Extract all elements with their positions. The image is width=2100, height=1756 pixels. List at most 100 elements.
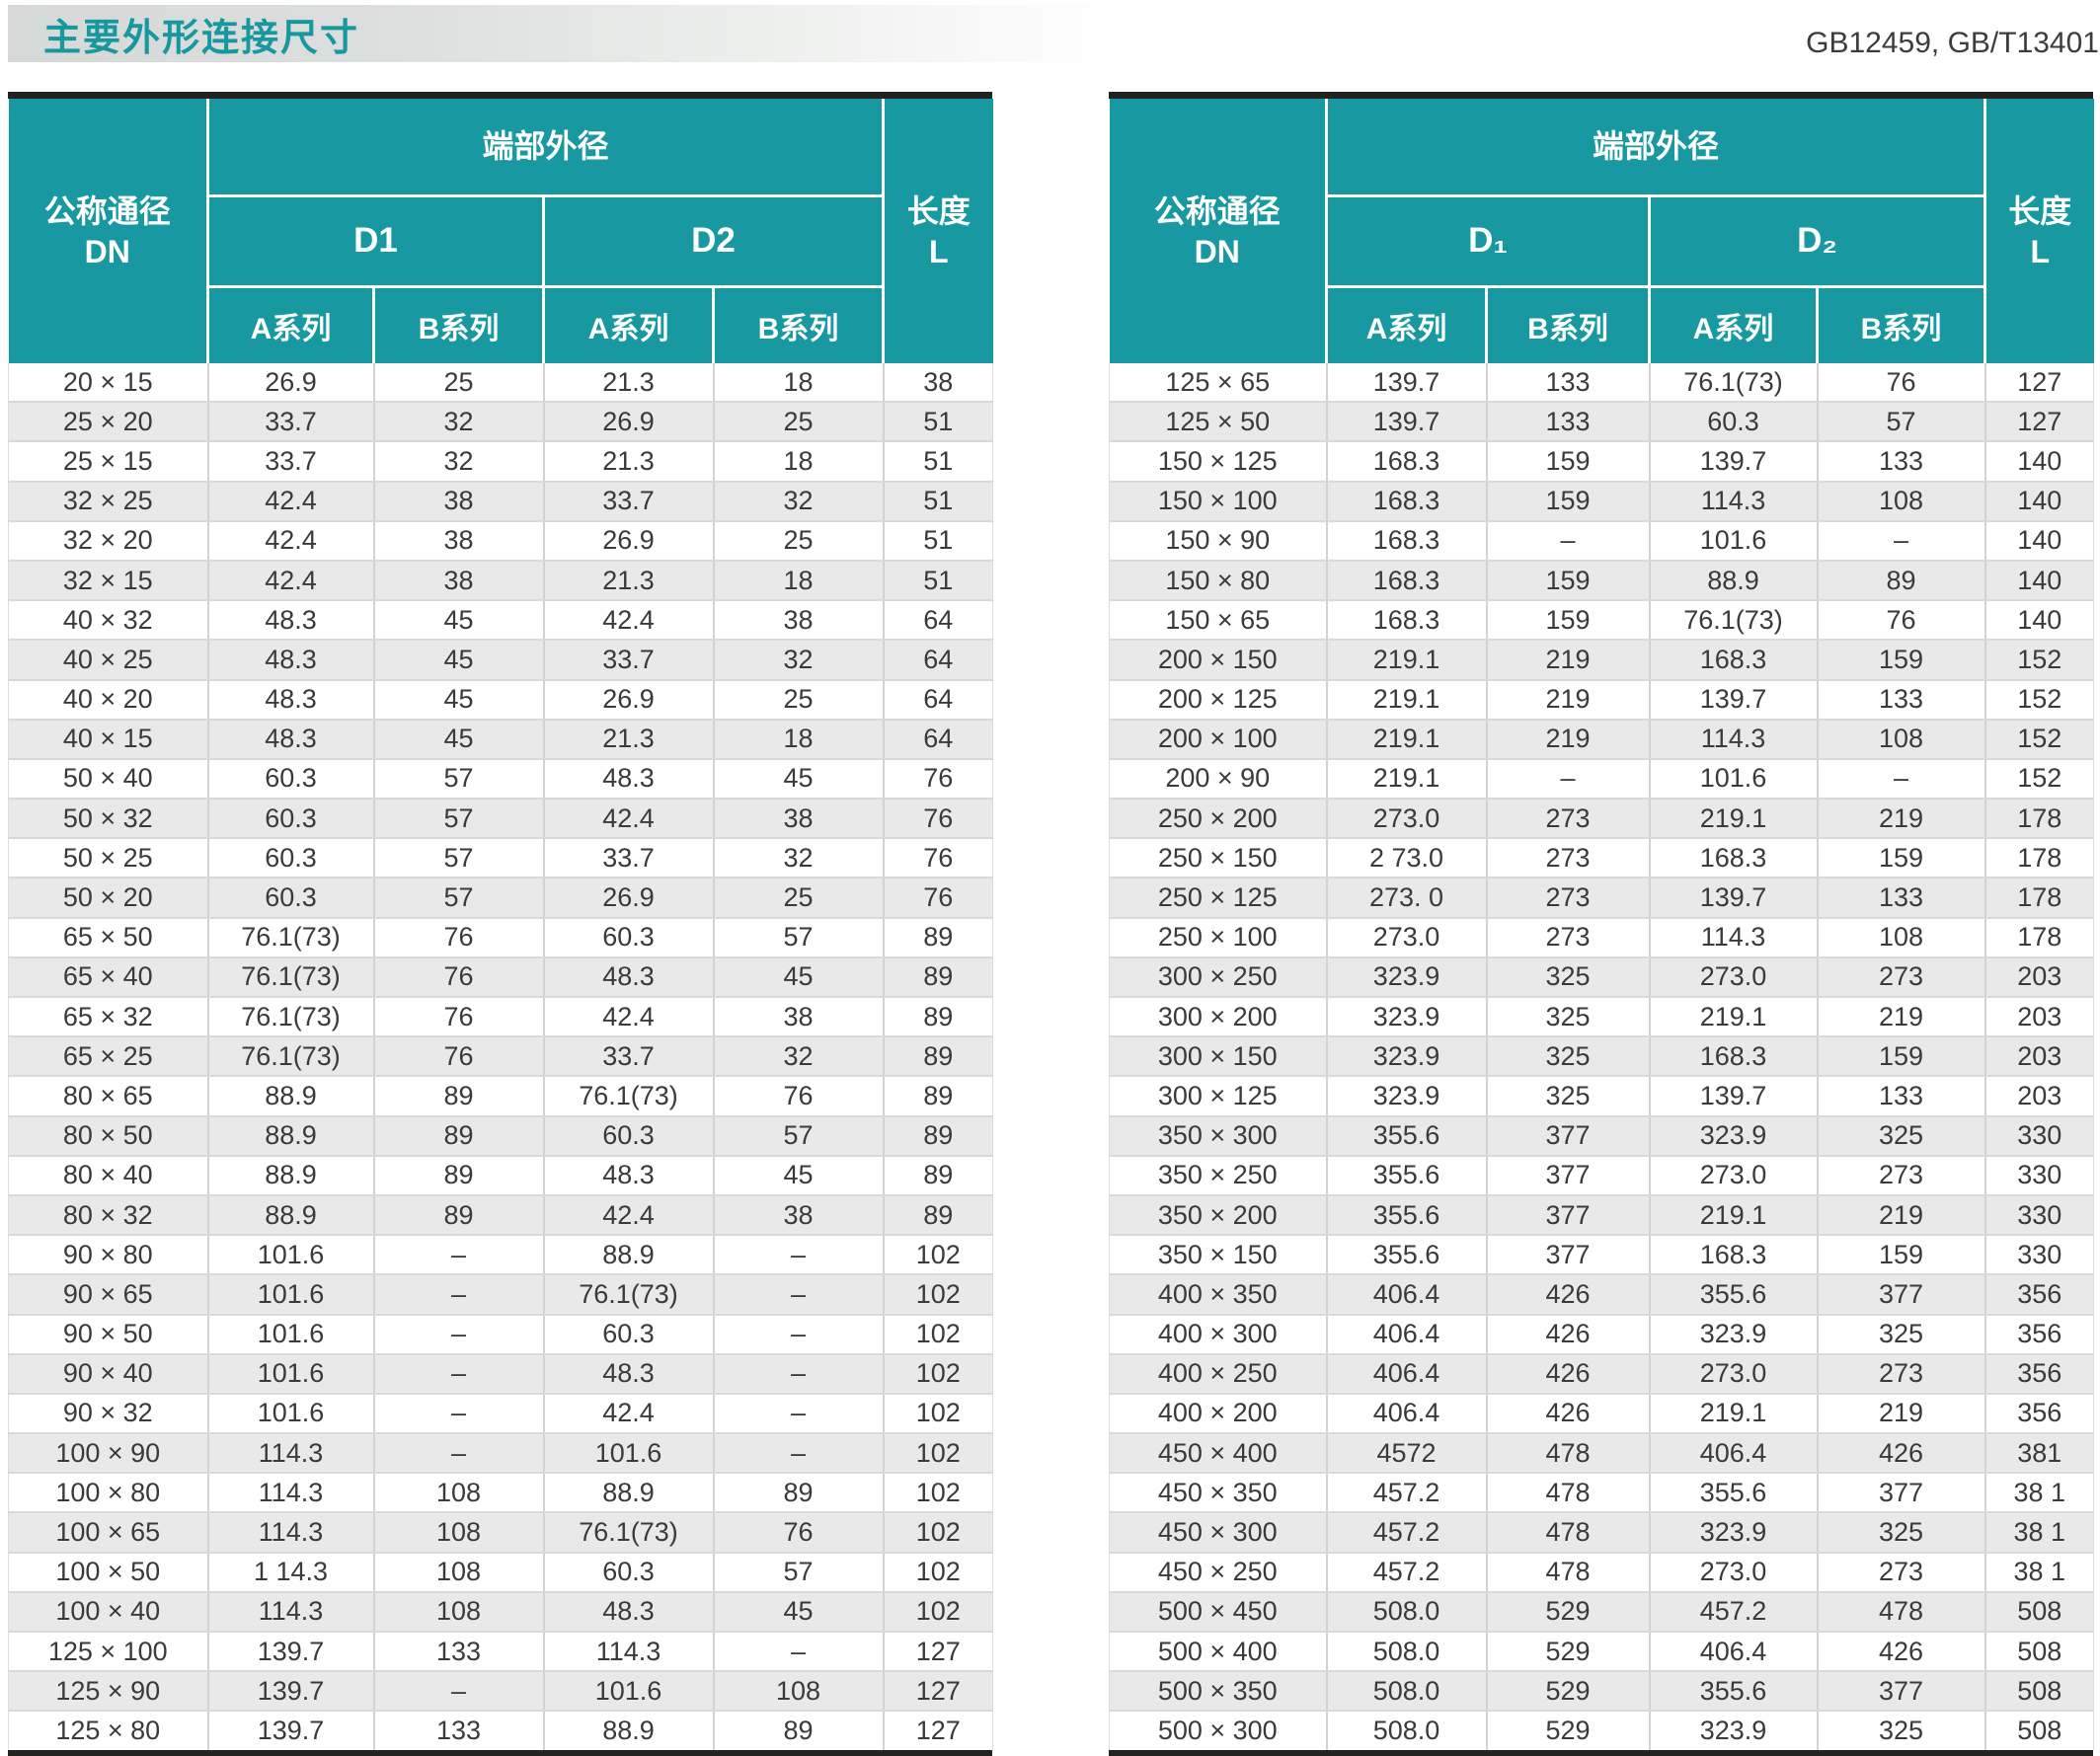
cell-dn: 250 × 125 (1109, 878, 1328, 919)
table-row: 450 × 400 4572 478 406.4 426 381 (1109, 1433, 2095, 1475)
cell-d1-series-b: 159 (1486, 441, 1651, 483)
cell-length: 76 (883, 799, 994, 840)
cell-d1-series-a: 273. 0 (1326, 878, 1488, 919)
cell-d2-series-a: 168.3 (1649, 1036, 1819, 1078)
cell-length: 51 (883, 481, 994, 522)
cell-dn: 400 × 350 (1109, 1274, 1328, 1316)
cell-d1-series-a: 48.3 (207, 719, 375, 760)
table-row: 40 × 20 48.3 45 26.9 25 64 (8, 679, 994, 721)
cell-d1-series-b: 273 (1486, 917, 1651, 958)
cell-d1-series-a: 508.0 (1326, 1671, 1488, 1713)
cell-d1-series-b: 108 (373, 1473, 545, 1514)
cell-d1-series-a: 168.3 (1326, 441, 1488, 483)
cell-d1-series-b: 108 (373, 1552, 545, 1593)
table-row: 90 × 40 101.6–48.3–102 (8, 1353, 994, 1395)
dimensions-table: 公称通径 DN 端部外径 长度 L D₁ D₂ A系列 B系列 A系列 B系列 (1109, 99, 2095, 1750)
cell-d1-series-b: 76 (373, 917, 545, 958)
cell-dn: 32 × 25 (8, 481, 209, 522)
table-row: 350 × 250 355.6 377 273.0 273 330 (1109, 1155, 2095, 1196)
cell-length: 64 (883, 719, 994, 760)
cell-d2-series-b: 32 (713, 640, 885, 681)
cell-d1-series-b: 426 (1486, 1274, 1651, 1316)
cell-d1-series-b: 89 (373, 1076, 545, 1117)
table-row: 400 × 350 406.4 426 355.6 377 356 (1109, 1274, 2095, 1316)
cell-dn: 40 × 15 (8, 719, 209, 760)
table-row: 80 × 40 88.9 89 48.3 45 89 (8, 1155, 994, 1196)
header-d2: D2 (541, 193, 886, 288)
cell-d1-series-b: 426 (1486, 1353, 1651, 1395)
cell-d2-series-a: 139.7 (1649, 679, 1819, 721)
cell-length: 178 (1984, 917, 2095, 958)
cell-length: 38 1 (1984, 1552, 2095, 1593)
cell-length: 508 (1984, 1591, 2095, 1634)
cell-d1-series-b: 529 (1486, 1632, 1651, 1673)
cell-d2-series-b: 219 (1817, 1393, 1986, 1435)
cell-d2-series-b: 377 (1817, 1473, 1986, 1514)
table-row: 50 × 20 60.3 57 26.9 25 76 (8, 878, 994, 919)
table-row: 100 × 90 114.3–101.6–102 (8, 1433, 994, 1475)
table-row: 500 × 300 508.0 529 323.9 325 508 (1109, 1711, 2095, 1750)
table-row: 40 × 32 48.3 45 42.4 38 64 (8, 600, 994, 642)
table-body: 20 × 15 26.9 25 21.3 18 38 25 × 20 33.7 32 26.9 25… (8, 363, 994, 1750)
cell-d2-series-a: 101.6 (1649, 758, 1819, 801)
cell-dn: 65 × 40 (8, 956, 209, 999)
cell-dn: 50 × 40 (8, 758, 209, 801)
cell-d1-series-b: 325 (1486, 1036, 1651, 1078)
cell-length: 178 (1984, 799, 2095, 840)
cell-d1-series-b: – (373, 1353, 545, 1395)
cell-d2-series-b: 426 (1817, 1433, 1986, 1475)
cell-length: 76 (883, 878, 994, 919)
cell-length: 140 (1984, 520, 2095, 562)
cell-d2-series-a: 48.3 (543, 956, 715, 999)
header-d1: D1 (206, 193, 545, 288)
cell-dn: 32 × 20 (8, 520, 209, 562)
cell-dn: 20 × 15 (8, 363, 209, 404)
cell-length: 178 (1984, 878, 2095, 919)
cell-dn: 125 × 100 (8, 1632, 209, 1673)
cell-d1-series-a: 139.7 (1326, 402, 1488, 443)
cell-d1-series-b: 45 (373, 600, 545, 642)
cell-d1-series-b: 57 (373, 758, 545, 801)
cell-d2-series-b: – (713, 1433, 885, 1475)
cell-d2-series-a: 76.1(73) (1649, 363, 1819, 404)
cell-d2-series-a: 42.4 (543, 799, 715, 840)
cell-length: 89 (883, 1155, 994, 1196)
cell-d2-series-a: 139.7 (1649, 441, 1819, 483)
cell-dn: 250 × 200 (1109, 799, 1328, 840)
cell-d1-series-b: 325 (1486, 956, 1651, 999)
cell-length: 102 (883, 1473, 994, 1514)
cell-d1-series-a: 60.3 (207, 758, 375, 801)
cell-d1-series-b: 273 (1486, 838, 1651, 879)
cell-length: 152 (1984, 640, 2095, 681)
cell-d2-series-a: 323.9 (1649, 1314, 1819, 1355)
cell-d2-series-b: 76 (713, 1076, 885, 1117)
cell-dn: 300 × 125 (1109, 1076, 1328, 1117)
cell-d2-series-b: 25 (713, 520, 885, 562)
cell-length: 102 (883, 1235, 994, 1276)
header-end-outer-diameter: 端部外径 (1324, 99, 1987, 197)
cell-dn: 200 × 100 (1109, 719, 1328, 760)
cell-dn: 450 × 250 (1109, 1552, 1328, 1593)
cell-d1-series-a: 60.3 (207, 799, 375, 840)
cell-d1-series-b: 377 (1486, 1235, 1651, 1276)
cell-length: 102 (883, 1314, 994, 1355)
cell-dn: 100 × 50 (8, 1552, 209, 1593)
cell-d1-series-a: 88.9 (207, 1155, 375, 1196)
cell-d2-series-b: 426 (1817, 1632, 1986, 1673)
cell-dn: 150 × 100 (1109, 481, 1328, 522)
cell-d1-series-b: 325 (1486, 1076, 1651, 1117)
cell-dn: 350 × 300 (1109, 1115, 1328, 1157)
header-length: 长度 L (1983, 99, 2094, 363)
cell-d1-series-b: 478 (1486, 1473, 1651, 1514)
header-dn-code: DN (1194, 234, 1240, 269)
cell-d2-series-a: 219.1 (1649, 1393, 1819, 1435)
cell-dn: 150 × 125 (1109, 441, 1328, 483)
cell-dn: 100 × 65 (8, 1512, 209, 1554)
cell-length: 38 1 (1984, 1512, 2095, 1554)
cell-length: 330 (1984, 1115, 2095, 1157)
cell-d2-series-b: 25 (713, 402, 885, 443)
cell-dn: 100 × 80 (8, 1473, 209, 1514)
cell-dn: 200 × 125 (1109, 679, 1328, 721)
cell-d2-series-a: 273.0 (1649, 1353, 1819, 1395)
cell-d1-series-a: 4572 (1326, 1433, 1488, 1475)
